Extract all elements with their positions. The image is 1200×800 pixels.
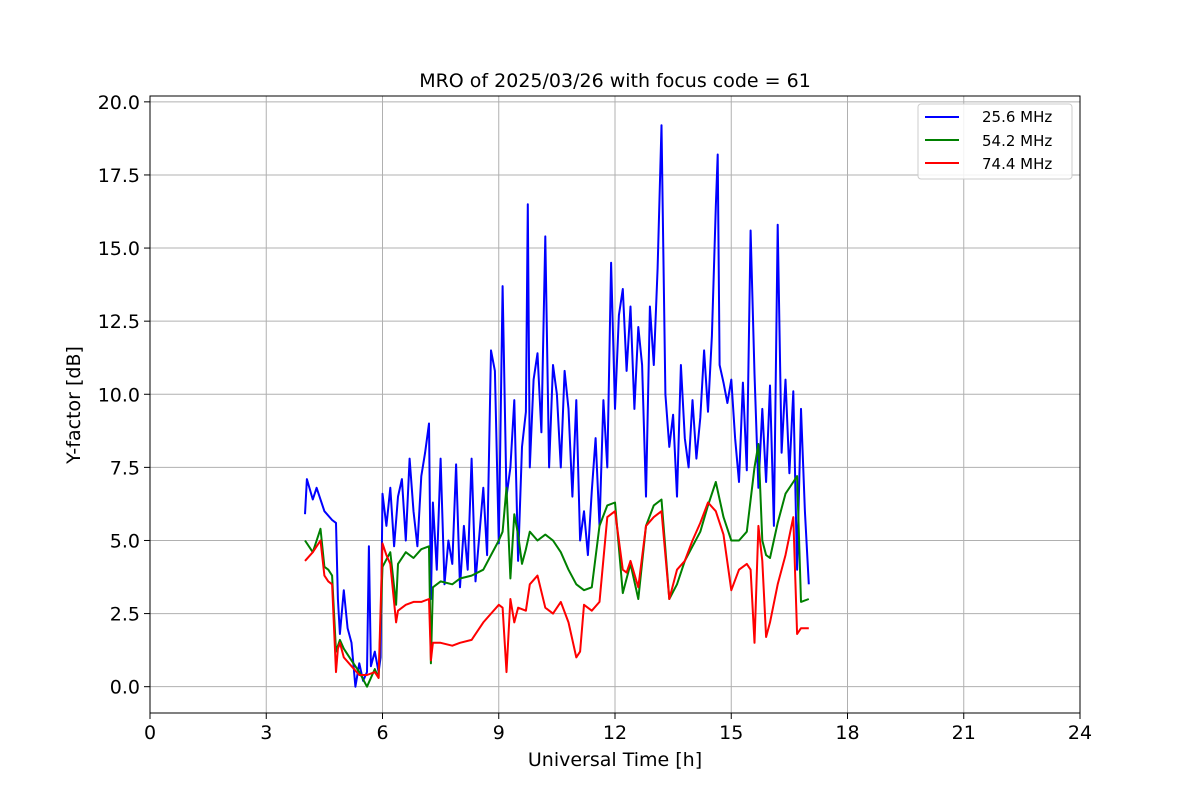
y-axis-label: Y-factor [dB] [63,346,85,465]
y-tick-label: 20.0 [98,92,140,114]
y-tick-label: 10.0 [98,384,140,406]
y-tick-label: 15.0 [98,238,140,260]
y-tick-label: 12.5 [98,311,140,333]
x-tick-label: 9 [493,722,505,744]
x-tick-label: 12 [603,722,627,744]
x-axis-label: Universal Time [h] [528,749,702,771]
y-tick-label: 17.5 [98,165,140,187]
x-tick-label: 24 [1068,722,1092,744]
legend-label-74-4: 74.4 MHz [982,155,1052,173]
legend-label-25-6: 25.6 MHz [982,108,1052,126]
legend-label-54-2: 54.2 MHz [982,132,1052,150]
x-tick-label: 15 [719,722,743,744]
x-tick-label: 21 [952,722,976,744]
series-line-25-6-mhz [304,124,810,688]
x-tick-label: 18 [835,722,859,744]
x-tick-label: 3 [260,722,272,744]
x-tick-label: 0 [144,722,156,744]
y-tick-label: 2.5 [110,604,140,626]
plot-series [304,124,810,688]
x-tick-label: 6 [376,722,388,744]
y-tick-label: 7.5 [110,457,140,479]
axis-ticks: 0 3 6 9 12 15 18 21 24 0.0 2.5 5.0 7.5 10.0 12.5 15.0 17… [98,92,1092,744]
chart-title: MRO of 2025/03/26 with focus code = 61 [419,70,811,92]
legend: 25.6 MHz 54.2 MHz 74.4 MHz [917,103,1073,180]
legend-frame [917,103,1073,180]
y-tick-label: 0.0 [110,677,140,699]
series-line-74-4-mhz [304,501,809,679]
y-tick-label: 5.0 [110,530,140,552]
